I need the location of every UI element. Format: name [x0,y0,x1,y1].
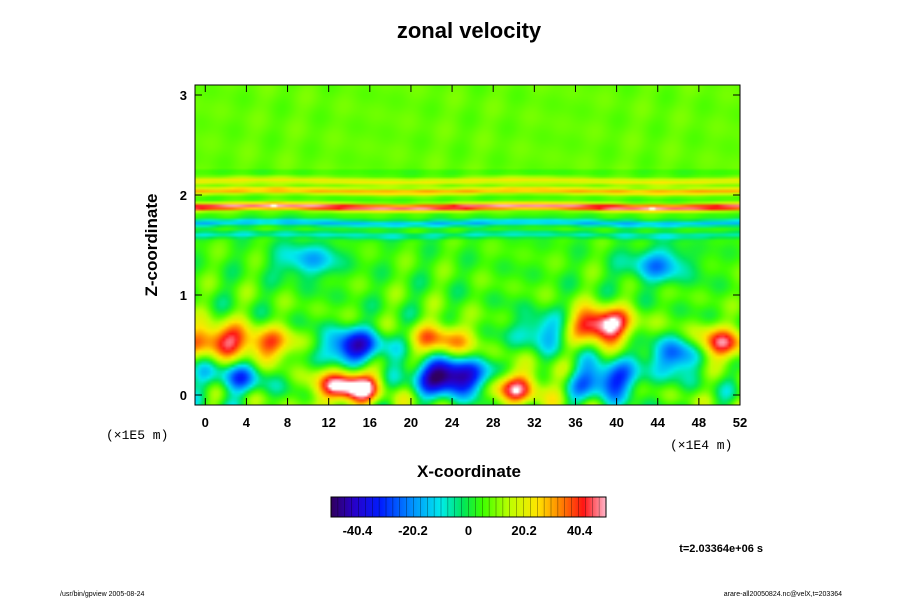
x-tick-label: 40 [609,415,623,430]
time-label: t=2.03364e+06 s [679,543,763,555]
y-axis-ticks: 0 1 2 3 [180,88,740,403]
x-tick-label: 0 [202,415,209,430]
plot-frame [194,84,741,406]
colorbar: -40.4 -20.2 0 20.2 40.4 [330,496,607,538]
x-tick-label: 48 [692,415,706,430]
x-tick-label: 36 [568,415,582,430]
colorbar-tick-label: 0 [465,523,472,538]
x-tick-label: 16 [363,415,377,430]
x-tick-label: 12 [321,415,335,430]
y-tick-label: 3 [180,88,187,103]
x-axis-ticks: 0 4 8 12 16 20 24 28 32 36 40 44 48 52 [202,85,747,430]
z-scale-note: (×1E5 m) [106,428,168,443]
x-tick-label: 28 [486,415,500,430]
colorbar-tick-label: -40.4 [343,523,373,538]
footer-left: /usr/bin/gpview 2005-08-24 [60,591,145,598]
colorbar-ticks: -40.4 -20.2 0 20.2 40.4 [337,497,600,538]
x-tick-label: 52 [733,415,747,430]
y-axis-label: Z-coordinate [142,194,161,297]
colorbar-tick-label: 40.4 [567,523,593,538]
x-tick-label: 20 [404,415,418,430]
footer-right: arare-all20050824.nc@velX,t=203364 [724,591,842,598]
colorbar-tick-label: 20.2 [511,523,536,538]
heatmap-image [195,85,740,405]
y-tick-label: 0 [180,388,187,403]
colorbar-tick-label: -20.2 [398,523,428,538]
y-tick-label: 1 [180,288,187,303]
x-tick-label: 24 [445,415,460,430]
x-axis-label: X-coordinate [417,462,521,481]
plot-area [194,84,741,406]
x-tick-label: 4 [243,415,251,430]
x-tick-label: 8 [284,415,291,430]
y-tick-label: 2 [180,188,187,203]
chart-title: zonal velocity [397,18,542,43]
x-tick-label: 32 [527,415,541,430]
x-tick-label: 44 [651,415,666,430]
x-scale-note: (×1E4 m) [670,438,732,453]
